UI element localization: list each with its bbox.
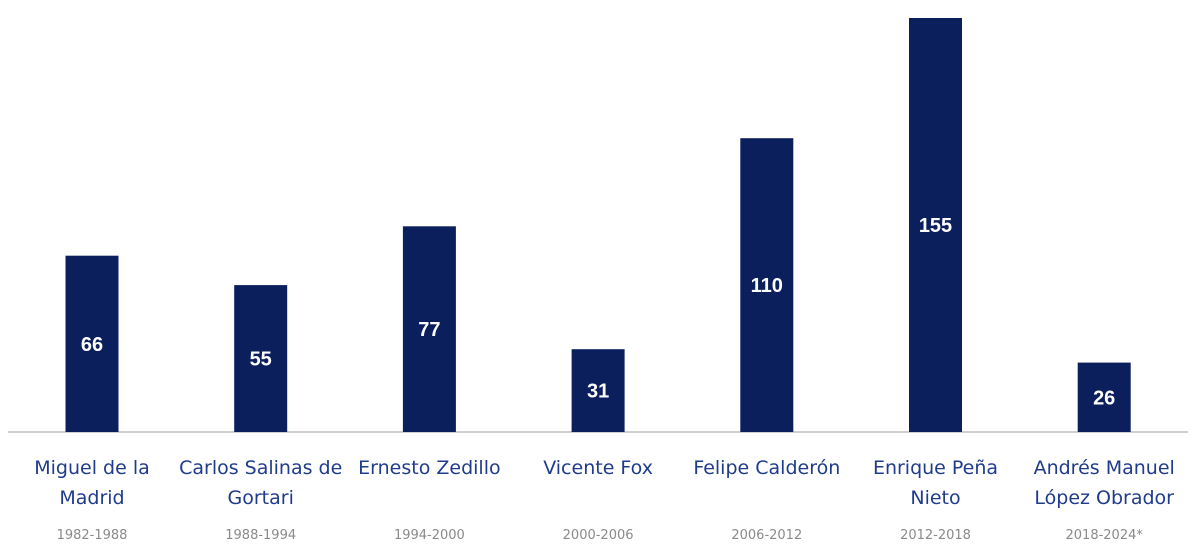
category-label-4-line-1: Vicente Fox: [543, 457, 653, 479]
bar-2: [234, 285, 288, 432]
bar-value-label-2: 55: [250, 349, 272, 371]
bar-value-label-6: 155: [919, 215, 952, 237]
category-label-1-line-2: Madrid: [59, 487, 124, 509]
category-label-2-line-1: Carlos Salinas de: [179, 457, 342, 479]
period-label-6: 2012-2018: [900, 528, 971, 543]
bar-5: [740, 138, 794, 432]
period-label-7: 2018-2024*: [1066, 528, 1144, 543]
category-label-7-line-1: Andrés Manuel: [1034, 457, 1175, 479]
period-label-3: 1994-2000: [394, 528, 465, 543]
category-label-2-line-2: Gortari: [228, 487, 294, 509]
category-label-3-line-1: Ernesto Zedillo: [358, 457, 500, 479]
bar-value-label-4: 31: [587, 381, 609, 403]
bar-value-label-3: 77: [418, 319, 440, 341]
category-label-1-line-1: Miguel de la: [34, 457, 150, 479]
period-label-1: 1982-1988: [57, 528, 128, 543]
category-label-5-line-1: Felipe Calderón: [693, 457, 840, 479]
category-labels-group: Miguel de la Madrid 1982-1988 Carlos Salina…: [34, 457, 1175, 543]
bar-4: [571, 349, 625, 432]
category-label-7-line-2: López Obrador: [1034, 487, 1174, 509]
category-label-6-line-2: Nieto: [910, 487, 960, 509]
bar-1: [65, 255, 119, 432]
bar-value-label-5: 110: [751, 275, 783, 297]
bar-value-label-1: 66: [81, 334, 103, 356]
bar-7: [1077, 362, 1131, 432]
period-label-4: 2000-2006: [563, 528, 634, 543]
bar-6: [909, 18, 962, 432]
bar-3: [402, 226, 456, 432]
period-label-5: 2006-2012: [731, 528, 802, 543]
bar-value-label-7: 26: [1093, 387, 1115, 409]
bars-group: 66 55 77 31 110 155 26: [65, 18, 1131, 432]
period-label-2: 1988-1994: [225, 528, 296, 543]
category-label-6-line-1: Enrique Peña: [873, 457, 998, 479]
